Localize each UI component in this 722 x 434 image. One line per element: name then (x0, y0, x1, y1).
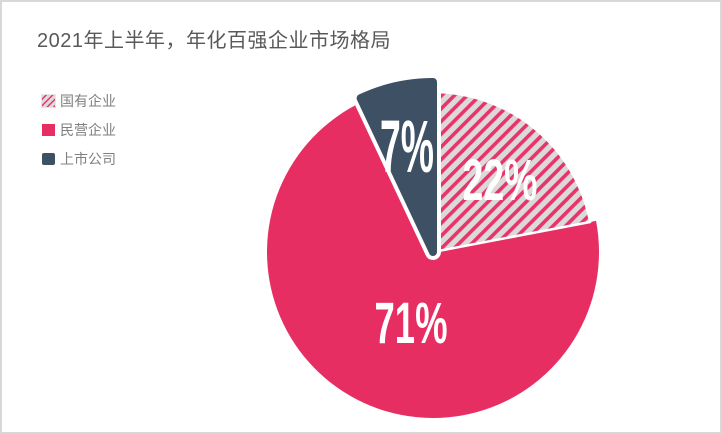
legend-item-state-owned[interactable]: 国有企业 (41, 92, 116, 110)
pie-slice-listed[interactable] (356, 78, 437, 256)
slice-label-private: 71% (375, 291, 448, 356)
slice-label-state-owned: 22% (463, 148, 538, 213)
legend: 国有企业 民营企业 上市公司 (41, 92, 116, 179)
legend-label-state-owned: 国有企业 (60, 93, 116, 109)
chart-title: 2021年上半年，年化百强企业市场格局 (37, 30, 391, 52)
legend-swatch-slate-icon (42, 153, 55, 165)
legend-label-listed: 上市公司 (60, 151, 116, 167)
legend-item-private[interactable]: 民营企业 (42, 121, 116, 139)
legend-swatch-pink-icon (42, 124, 55, 136)
legend-swatch-hatched-icon (41, 94, 56, 108)
pie-slices (267, 74, 600, 419)
pie-slice-state-owned[interactable] (431, 90, 592, 254)
legend-item-listed[interactable]: 上市公司 (42, 150, 116, 168)
slice-label-listed: 7% (380, 105, 434, 188)
legend-label-private: 民营企业 (60, 122, 116, 138)
